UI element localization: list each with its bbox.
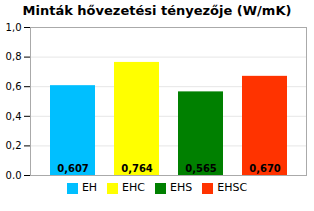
svg-text:0,2: 0,2: [6, 140, 22, 151]
html-text:EH: EH: [81, 181, 98, 194]
svg-text:0,565: 0,565: [185, 163, 217, 174]
svg-text:0,764: 0,764: [121, 163, 153, 174]
html-text:EHS: EHS: [170, 181, 193, 194]
html-text:EHC: EHC: [122, 181, 145, 194]
svg-text:0,670: 0,670: [249, 163, 281, 174]
svg-text:0,4: 0,4: [6, 111, 22, 122]
svg-text:0,0: 0,0: [6, 170, 22, 179]
svg-text:0,607: 0,607: [57, 163, 89, 174]
svg-text:1,0: 1,0: [6, 22, 22, 33]
html-text:EHSC: EHSC: [217, 181, 248, 194]
svg-text:0,6: 0,6: [6, 81, 22, 92]
html-text:Minták hővezetési tényezője (W: Minták hővezetési tényezője (W/mK): [22, 3, 292, 18]
svg-text:0,8: 0,8: [6, 51, 22, 62]
